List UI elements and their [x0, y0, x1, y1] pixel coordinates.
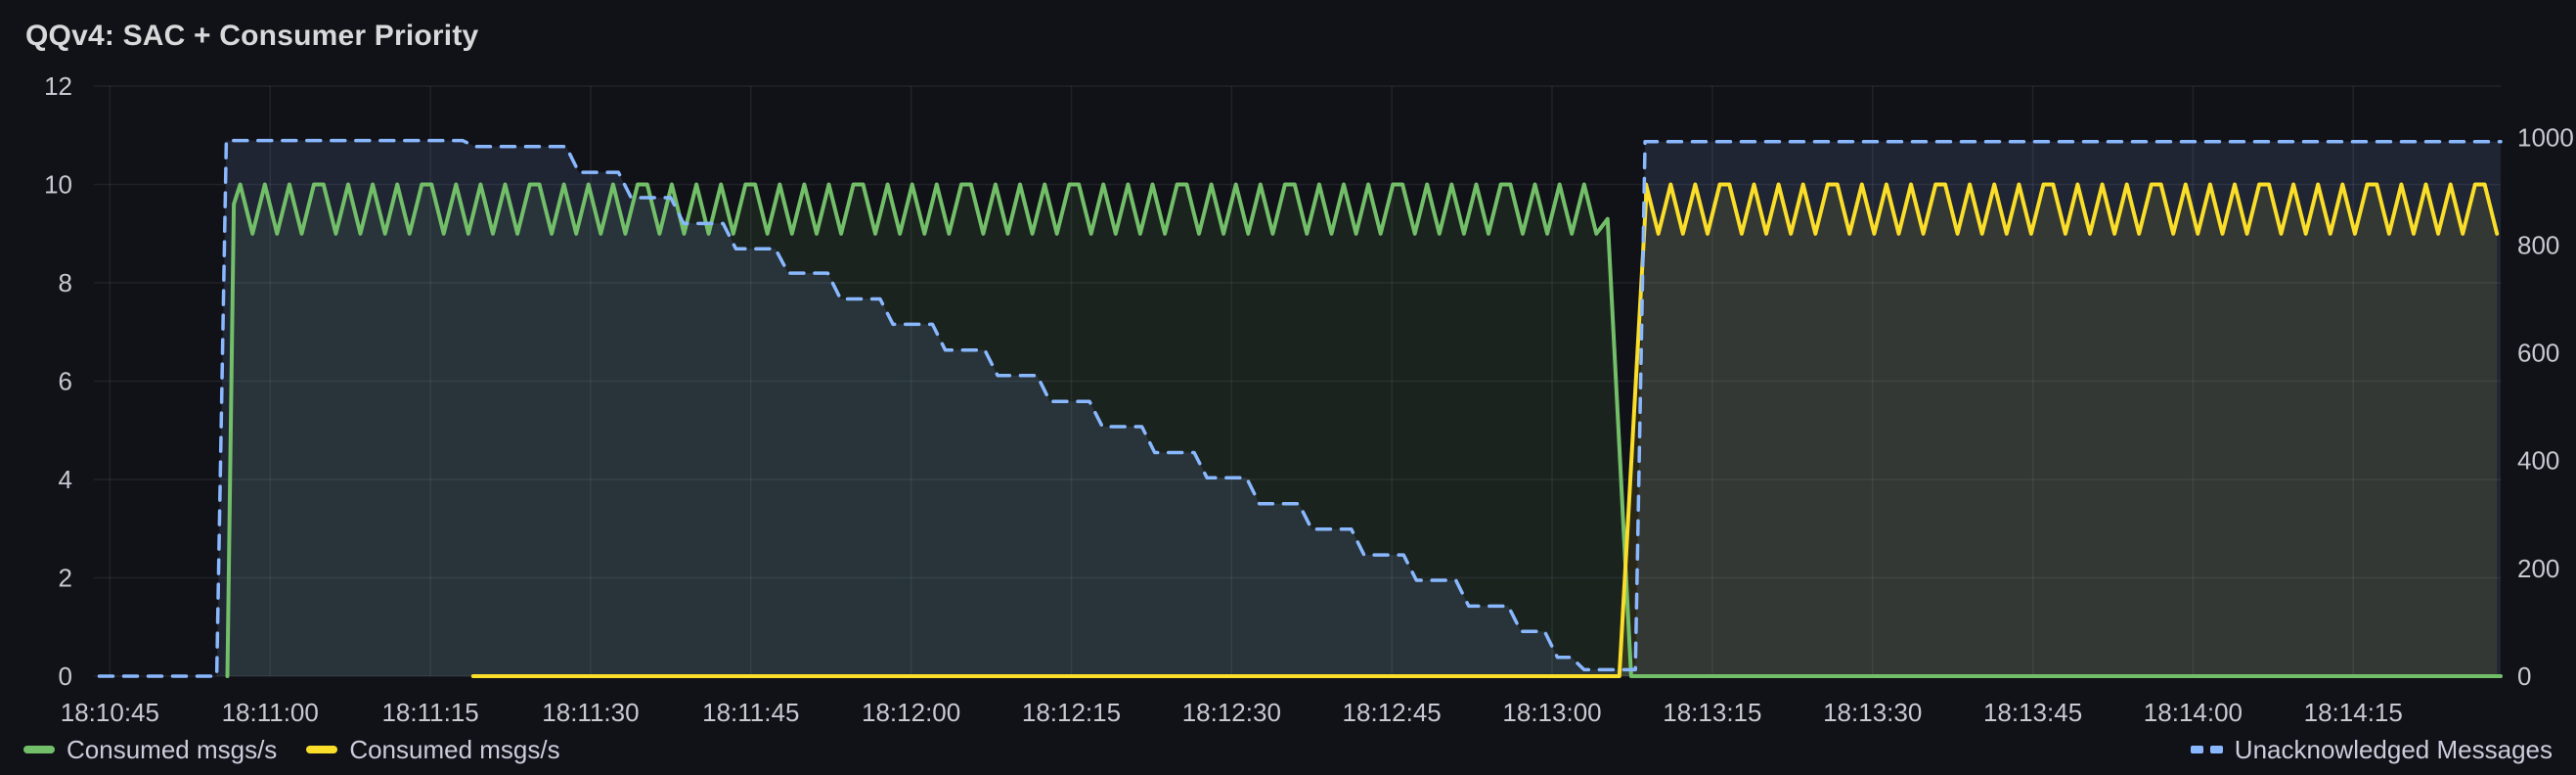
series-fill-consumed-green	[227, 184, 2501, 676]
y-axis-left-tick-label: 6	[59, 367, 72, 396]
y-axis-right-tick-label: 1000	[2517, 122, 2574, 152]
y-axis-left-tick-label: 8	[59, 268, 72, 297]
y-axis-left-tick-label: 2	[59, 564, 72, 593]
series-line-consumed-yellow	[470, 182, 2500, 678]
y-axis-left-tick-label: 4	[59, 465, 72, 494]
y-axis-left-tick-label: 10	[44, 170, 72, 200]
y-axis-right-tick-label: 800	[2517, 230, 2559, 259]
legend-item-label: Unacknowledged Messages	[2234, 734, 2553, 764]
x-axis-tick-label: 18:11:30	[542, 698, 639, 727]
y-axis-left-tick-label: 0	[59, 661, 72, 691]
legend-left-group: Consumed msgs/s Consumed msgs/s	[23, 735, 560, 765]
y-axis-right-tick-label: 200	[2517, 554, 2559, 583]
x-axis-tick-label: 18:13:00	[1502, 698, 1601, 727]
x-axis-tick-label: 18:12:15	[1022, 698, 1121, 727]
x-axis-tick-label: 18:14:00	[2144, 698, 2243, 727]
y-axis-right-tick-label: 0	[2517, 661, 2531, 691]
legend-line-icon	[23, 746, 55, 753]
legend-item-label: Consumed msgs/s	[349, 734, 560, 764]
x-axis-tick-label: 18:11:15	[381, 698, 478, 727]
y-axis-left-tick-label: 12	[44, 71, 72, 101]
legend-item-consumed-msgs-0[interactable]: Consumed msgs/s	[23, 735, 277, 765]
series-line-consumed-green	[225, 182, 2503, 678]
legend-item-unacknowledged-messages[interactable]: Unacknowledged Messages	[2190, 734, 2553, 765]
legend-dashed-line-icon	[2190, 746, 2223, 753]
x-axis-tick-label: 18:11:45	[702, 698, 799, 727]
x-axis-tick-label: 18:11:00	[222, 698, 319, 727]
x-axis-tick-label: 18:12:30	[1182, 698, 1281, 727]
y-axis-right-tick-label: 400	[2517, 446, 2559, 476]
x-axis-tick-label: 18:13:30	[1823, 698, 1922, 727]
legend-right-group: Unacknowledged Messages	[2190, 734, 2553, 765]
x-axis-tick-label: 18:14:15	[2304, 698, 2403, 727]
x-axis-tick-label: 18:12:45	[1343, 698, 1442, 727]
panel-title: QQv4: SAC + Consumer Priority	[25, 20, 479, 52]
x-axis-tick-label: 18:10:45	[61, 698, 159, 727]
legend: Consumed msgs/s Consumed msgs/s Unacknowl…	[0, 730, 2576, 769]
y-axis-right-tick-label: 600	[2517, 339, 2559, 368]
legend-item-consumed-msgs-1[interactable]: Consumed msgs/s	[306, 734, 560, 765]
series-fill-unacked	[99, 140, 2501, 677]
x-axis-tick-label: 18:13:15	[1663, 698, 1761, 727]
x-axis-tick-label: 18:12:00	[862, 698, 960, 727]
chart-canvas[interactable]: 0 2 4 6 8 10 12 0 200 400 600 800 1000 18:10:45 18:11:…	[0, 0, 2576, 734]
x-axis-tick-label: 18:13:45	[1983, 698, 2082, 727]
series-fill-consumed-yellow	[472, 184, 2498, 676]
legend-item-label: Consumed msgs/s	[67, 734, 278, 764]
series-line-unacked	[97, 138, 2503, 678]
legend-line-icon	[306, 746, 338, 753]
